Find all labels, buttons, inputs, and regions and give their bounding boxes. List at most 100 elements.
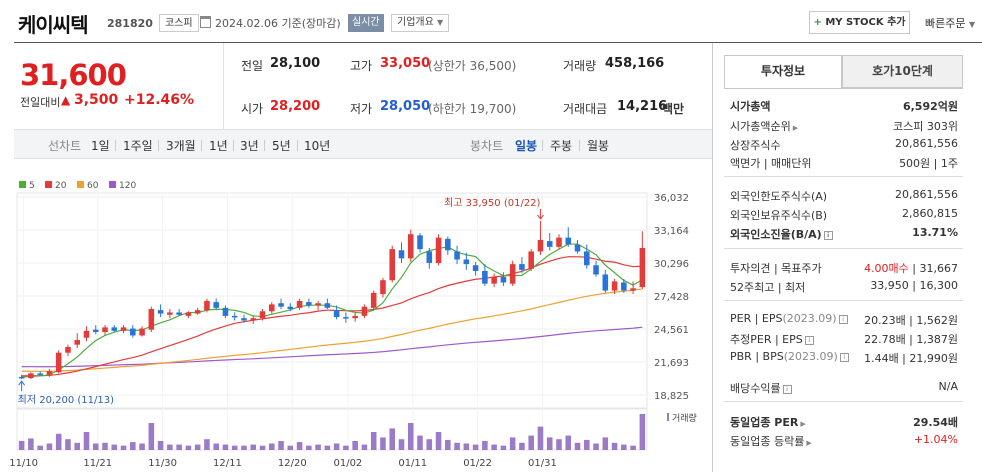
open-value: 28,200 <box>270 99 321 114</box>
volume-bar <box>630 445 636 450</box>
candle-monthly[interactable]: 월봉 <box>587 139 610 153</box>
y-tick-label: 27,428 <box>654 292 689 303</box>
candle-body <box>296 300 303 308</box>
info-label: 시가총액 <box>730 98 770 114</box>
company-info-dropdown[interactable]: 기업개요 ▼ <box>391 14 450 32</box>
candle-body <box>380 280 386 295</box>
line-chart-label: 선차트 <box>48 139 82 153</box>
separator <box>579 140 580 151</box>
info-label-text: 액면가 | 매매단위 <box>730 157 812 170</box>
candle-body <box>324 303 331 308</box>
volume-bar <box>28 438 34 450</box>
volume-bar <box>556 439 562 450</box>
info-icon[interactable]: i <box>782 385 792 394</box>
ma120-line <box>21 326 643 368</box>
volume-bar <box>417 435 423 450</box>
candle-body <box>148 308 155 330</box>
stock-header: 케이씨텍 281820 코스피 2024.02.06 기준(장마감) 실시간 기… <box>0 0 982 42</box>
legend-label: 60 <box>87 181 99 191</box>
tab-underline <box>724 88 963 89</box>
info-icon[interactable]: i <box>839 353 849 362</box>
arrow-right-icon: ▶ <box>792 124 799 132</box>
candle-body <box>621 282 627 291</box>
volume-bar <box>472 444 479 450</box>
upper-limit: (상한가 36,500) <box>428 59 517 73</box>
volume-bar <box>611 442 618 450</box>
info-value-text: 6,592억원 <box>902 100 958 113</box>
info-value: 20,861,556 <box>895 188 958 201</box>
quick-order-label: 빠른주문 <box>925 17 966 30</box>
legend-label: 5 <box>29 181 35 191</box>
period-3m[interactable]: 3개월 <box>166 139 196 153</box>
separator <box>201 140 202 151</box>
x-tick-label: 01/02 <box>333 458 362 469</box>
period-1d[interactable]: 1일 <box>91 139 110 153</box>
volume-legend-swatch <box>667 413 669 421</box>
volume-bar <box>130 442 136 450</box>
candle-body <box>463 259 470 265</box>
info-label[interactable]: 시가총액순위 ▶ <box>730 118 798 134</box>
realtime-button[interactable]: 실시간 <box>348 14 384 32</box>
info-value: 20.23배 | 1,562원 <box>864 312 958 328</box>
info-value: 22.78배 | 1,387원 <box>864 331 958 347</box>
volume-bar <box>639 414 646 450</box>
separator <box>264 140 265 151</box>
tab-investment-info[interactable]: 투자정보 <box>724 55 842 88</box>
volume-bar <box>333 443 340 450</box>
header-divider <box>14 42 982 43</box>
period-3y[interactable]: 3년 <box>240 139 259 153</box>
candle-body <box>157 310 164 314</box>
volume-bar <box>343 445 349 450</box>
candle-body <box>546 241 553 247</box>
legend-swatch <box>19 181 26 188</box>
volume-bar <box>269 443 275 450</box>
add-mystock-button[interactable]: + MY STOCK 추가 <box>809 11 910 34</box>
volume-bar <box>509 437 516 450</box>
info-icon[interactable]: i <box>823 231 833 240</box>
info-label[interactable]: 동일업종 PER ▶ <box>730 414 806 430</box>
period-10y[interactable]: 10년 <box>304 139 331 153</box>
period-1w[interactable]: 1주일 <box>123 139 153 153</box>
separator <box>115 140 116 151</box>
volume-bar <box>454 442 460 450</box>
period-1y[interactable]: 1년 <box>209 139 228 153</box>
info-label[interactable]: 동일업종 등락률 ▶ <box>730 433 812 449</box>
volume-bar <box>593 443 599 450</box>
candle-body <box>519 264 525 270</box>
candle-body <box>509 264 516 284</box>
volume-bar <box>324 445 331 450</box>
ma20-line <box>21 256 643 377</box>
info-value-text: 13.71% <box>912 226 958 239</box>
candle-body <box>46 371 53 375</box>
min-arrow-head <box>18 380 26 386</box>
candle-body <box>139 328 145 336</box>
info-icon[interactable]: i <box>804 336 814 345</box>
y-tick-label: 18,825 <box>654 391 689 402</box>
x-tick-label: 11/21 <box>83 458 112 469</box>
volume-area <box>16 408 648 451</box>
candle-body <box>259 311 266 319</box>
info-value: 20,861,556 <box>895 137 958 150</box>
separator <box>297 140 298 151</box>
caret-down-icon: ▼ <box>968 20 976 29</box>
period-5y[interactable]: 5년 <box>272 139 291 153</box>
candle-weekly[interactable]: 주봉 <box>550 139 573 153</box>
tab-orderbook-10[interactable]: 호가10단계 <box>842 55 963 88</box>
candle-body <box>18 376 25 379</box>
quick-order-dropdown[interactable]: 빠른주문 ▼ <box>925 15 975 31</box>
max-arrow-head <box>537 214 544 220</box>
current-price: 31,600 <box>20 58 127 92</box>
candle-body <box>176 312 182 315</box>
candle-body <box>250 318 257 321</box>
info-label: PER | EPS(2023.09) i <box>730 312 848 325</box>
candle-daily[interactable]: 일봉 <box>515 139 538 153</box>
candlestick-chart[interactable]: 36,032 33,164 30,296 27,428 24,561 21,693 18,8… <box>0 160 712 472</box>
volume-bar <box>296 442 303 450</box>
y-tick-label: 30,296 <box>654 259 689 270</box>
info-icon[interactable]: i <box>838 315 848 324</box>
candle-body <box>528 251 534 269</box>
candle-body <box>537 239 544 252</box>
candle-body <box>74 340 80 345</box>
volume-bar <box>435 432 442 450</box>
candle-body <box>333 310 340 318</box>
